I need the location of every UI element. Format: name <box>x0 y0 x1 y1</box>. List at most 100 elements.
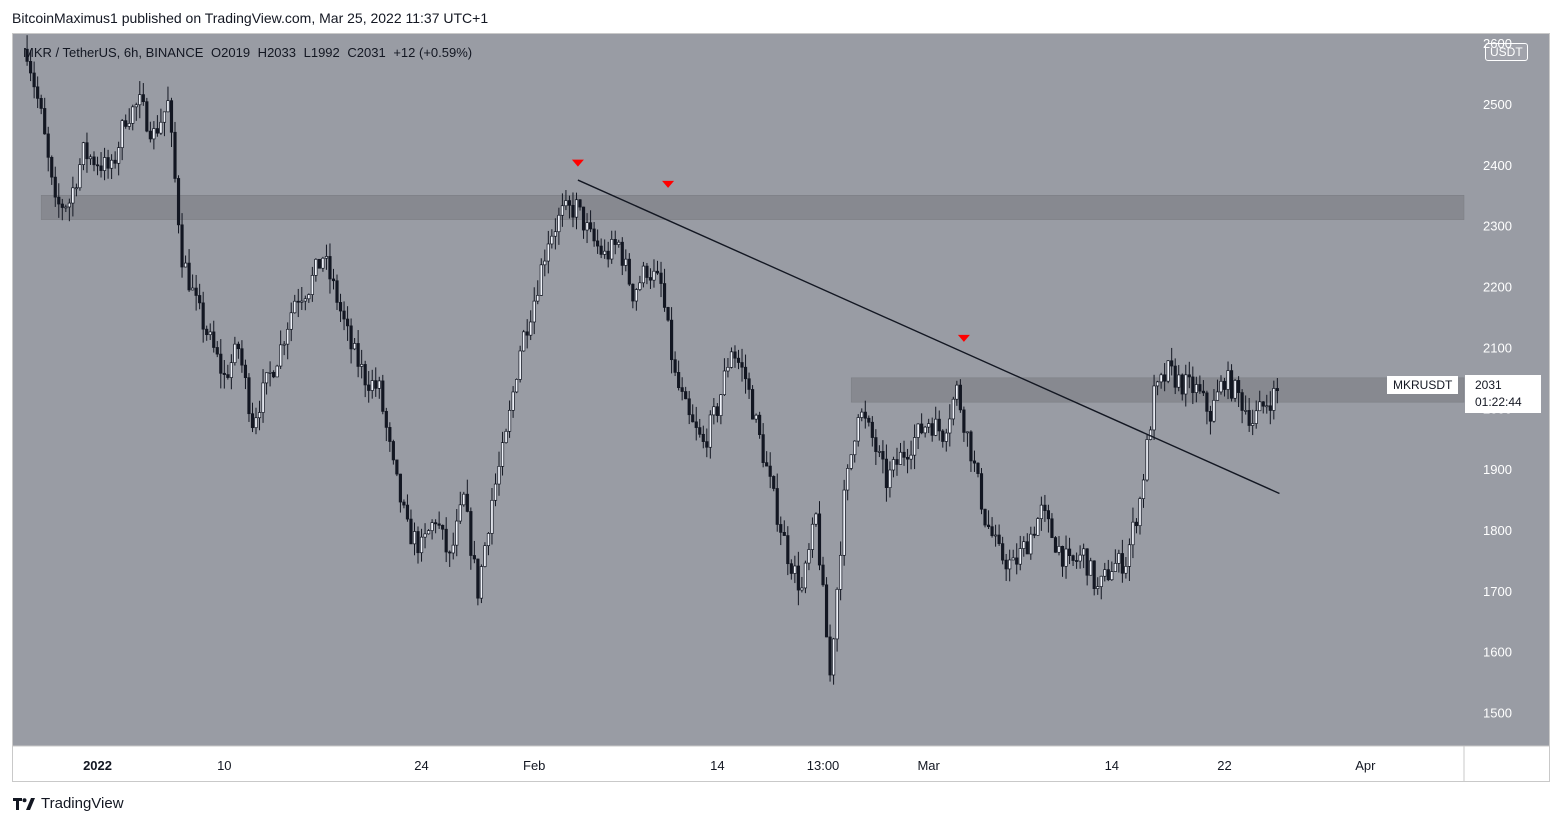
candle <box>817 501 822 571</box>
candle <box>497 451 501 496</box>
footer-brand: TradingView <box>41 795 124 812</box>
candle-body-up <box>1117 553 1121 564</box>
candle-body-up <box>300 300 304 303</box>
candle-body-up <box>1156 381 1160 387</box>
candle-body-up <box>522 331 526 352</box>
candle <box>159 108 163 135</box>
candle <box>849 454 853 471</box>
price-chart[interactable]: 1500160017001800190020002100220023002400… <box>13 34 1549 781</box>
candle-body-up <box>1152 385 1156 431</box>
candle-body-up <box>131 106 135 124</box>
candle-body-down <box>469 511 473 556</box>
candle <box>1247 397 1251 432</box>
candle <box>881 440 885 474</box>
footer: TradingView <box>13 795 124 812</box>
candle-body-down <box>715 406 719 416</box>
candle-body-up <box>560 205 564 216</box>
candle-body-up <box>486 533 491 546</box>
candle-body-down <box>761 434 765 463</box>
candle <box>1036 517 1040 536</box>
candle-body-down <box>736 357 741 363</box>
candle <box>1229 364 1234 402</box>
currency-unit-badge[interactable]: USDT <box>1485 43 1528 61</box>
candle-body-down <box>687 398 691 416</box>
candle <box>1187 361 1191 389</box>
candle <box>345 306 350 341</box>
candle-body-up <box>546 243 550 262</box>
candle-body-up <box>1078 554 1082 562</box>
candle <box>955 380 959 406</box>
candle <box>726 357 730 378</box>
candle-body-up <box>634 289 638 302</box>
candle-body-down <box>765 462 769 467</box>
candle-body-up <box>539 264 543 296</box>
candle-body-up <box>927 423 931 428</box>
candle-body-down <box>29 61 33 74</box>
candle <box>166 86 170 113</box>
candle <box>1184 364 1188 407</box>
candle-body-down <box>884 458 889 488</box>
candle-body-up <box>810 523 815 550</box>
candle-body-down <box>219 353 223 374</box>
candle <box>1008 549 1012 582</box>
candle <box>895 447 899 476</box>
candle-body-up <box>965 431 970 434</box>
candle-body-down <box>374 380 378 389</box>
time-tick-labels: 2022 10 24 Feb 14 13:00 Mar 14 22 Apr <box>83 758 1376 773</box>
candle-body-up <box>1082 548 1086 556</box>
candle-body-up <box>497 466 501 485</box>
candle-body-up <box>264 372 269 384</box>
candle <box>687 390 691 425</box>
candle <box>43 97 47 135</box>
candle-body-up <box>923 426 927 434</box>
candle <box>835 587 839 652</box>
candle-body-up <box>1258 401 1262 412</box>
candle-body-down <box>1071 555 1075 561</box>
candle <box>472 540 476 564</box>
time-tick-label: 14 <box>710 758 724 773</box>
candle <box>916 423 920 449</box>
candle-body-up <box>257 412 262 419</box>
candle-body-down <box>705 441 709 448</box>
candle <box>613 230 617 255</box>
candle <box>257 400 262 431</box>
candle <box>113 151 117 169</box>
candle-body-down <box>46 133 50 158</box>
candle <box>923 425 927 438</box>
candle-body-down <box>743 366 748 380</box>
candle <box>1075 552 1079 569</box>
candle-body-up <box>279 344 283 367</box>
candle-body-down <box>148 130 152 140</box>
candle-body-up <box>493 483 498 501</box>
rejection-markers <box>571 159 970 342</box>
candle <box>282 341 286 356</box>
candle-body-down <box>1043 504 1047 511</box>
candle-body-up <box>574 199 579 218</box>
candle <box>1011 549 1015 561</box>
candle-body-up <box>948 418 952 434</box>
candle <box>430 519 434 540</box>
candle-body-down <box>1222 380 1227 390</box>
candle <box>832 637 836 685</box>
candle-body-up <box>1018 548 1022 565</box>
candle <box>627 253 631 287</box>
candle <box>1057 536 1061 556</box>
candle <box>317 258 321 269</box>
candle-body-up <box>1089 560 1093 576</box>
candle-body-down <box>141 94 145 103</box>
candle-body-down <box>578 199 582 208</box>
candle-body-up <box>1145 439 1149 481</box>
candle <box>518 345 522 383</box>
candle-body-down <box>782 532 786 536</box>
candle <box>180 213 184 278</box>
candle-body-up <box>490 499 494 534</box>
candle-body-down <box>1060 545 1065 567</box>
candle <box>1053 536 1058 553</box>
candle <box>1159 372 1163 389</box>
candle-body-down <box>1025 541 1029 555</box>
candle <box>511 386 515 418</box>
candle-body-up <box>638 282 642 290</box>
candle-body-down <box>441 524 445 530</box>
price-tick-label: 1800 <box>1483 523 1512 538</box>
candle <box>652 259 656 288</box>
